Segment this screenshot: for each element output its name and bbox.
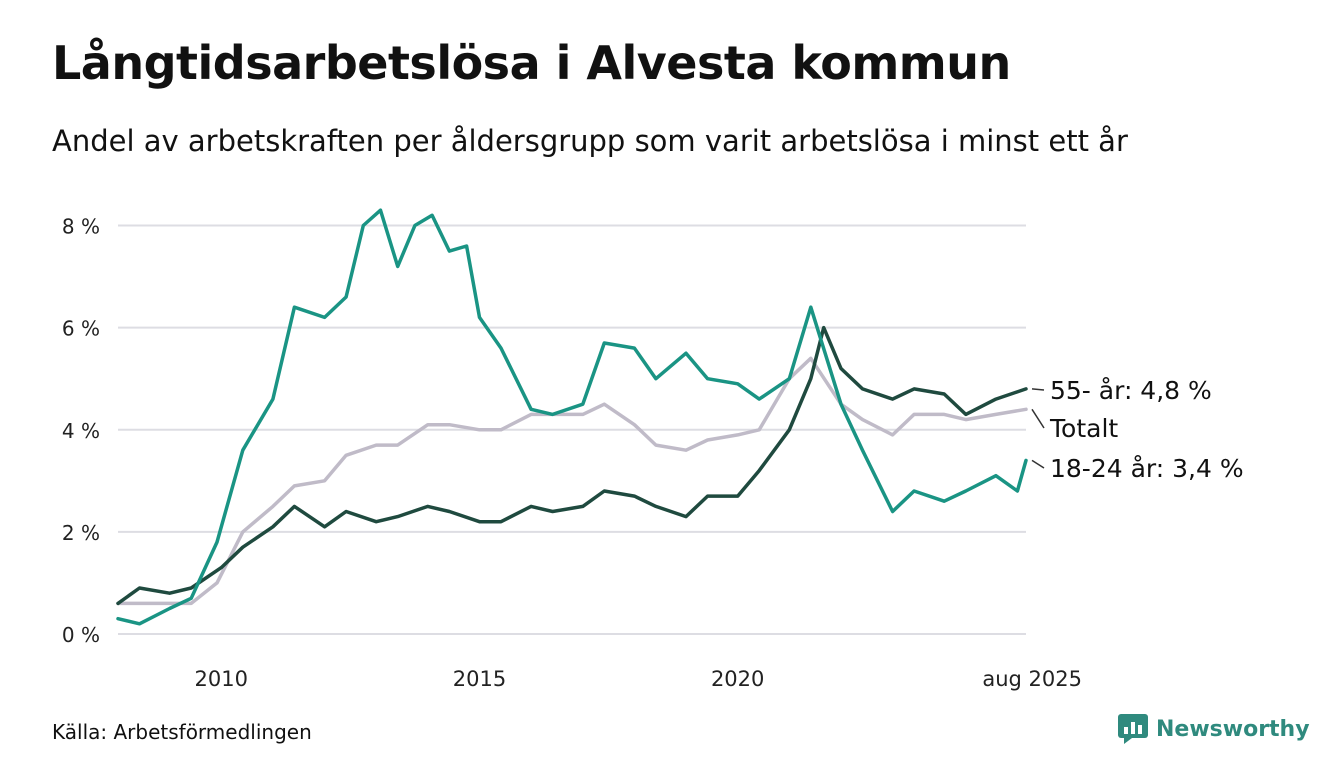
series-end-label: 55- år: 4,8 % (1050, 376, 1212, 405)
x-tick-label: 2020 (711, 667, 764, 691)
brand-logo: Newsworthy (1118, 714, 1310, 744)
y-axis-ticks: 0 % 2 % 4 % 6 % 8 % (62, 215, 100, 647)
label-connector (1031, 388, 1045, 391)
source-note: Källa: Arbetsförmedlingen (52, 720, 312, 744)
series-lines (116, 208, 1028, 626)
newsworthy-logo-icon (1118, 714, 1148, 744)
x-tick-label: aug 2025 (982, 667, 1082, 691)
y-tick-label: 6 % (62, 317, 100, 341)
label-connector (1031, 408, 1045, 429)
y-tick-label: 4 % (62, 419, 100, 443)
series-line-2 (116, 208, 1028, 626)
chart-title: Långtidsarbetslösa i Alvesta kommun (52, 36, 1011, 90)
brand-name: Newsworthy (1156, 716, 1310, 742)
y-tick-label: 0 % (62, 623, 100, 647)
grid-lines (118, 224, 1026, 635)
series-line-0 (116, 356, 1028, 606)
label-connector (1031, 459, 1045, 469)
y-tick-label: 8 % (62, 215, 100, 239)
series-line-1 (116, 325, 1028, 606)
x-tick-label: 2010 (195, 667, 248, 691)
line-chart: 0 % 2 % 4 % 6 % 8 % 2010 2015 2020 aug 2025 55-… (62, 208, 1244, 691)
x-axis-ticks: 2010 2015 2020 aug 2025 (195, 667, 1082, 691)
series-end-label: Totalt (1049, 414, 1118, 443)
y-tick-label: 2 % (62, 521, 100, 545)
chart-subtitle: Andel av arbetskraften per åldersgrupp s… (52, 124, 1128, 158)
series-end-label: 18-24 år: 3,4 % (1050, 454, 1244, 483)
x-tick-label: 2015 (453, 667, 506, 691)
series-labels: 55- år: 4,8 % Totalt 18-24 år: 3,4 % (1031, 376, 1244, 483)
